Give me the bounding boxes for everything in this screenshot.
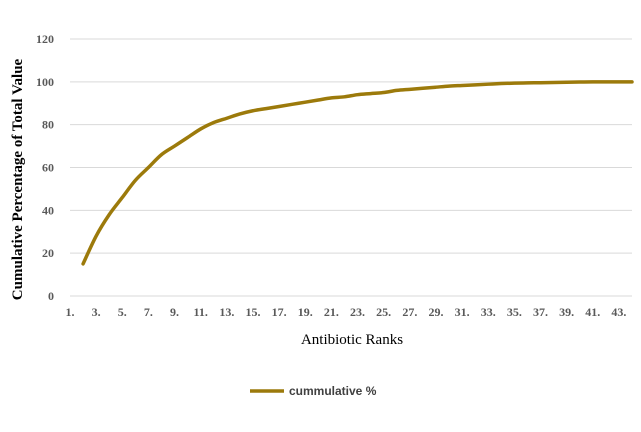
x-tick-label: 21. — [324, 305, 339, 319]
x-tick-label: 3. — [92, 305, 101, 319]
x-tick-label: 15. — [245, 305, 260, 319]
x-tick-label: 5. — [118, 305, 127, 319]
y-axis-title: Cumulative Percentage of Total Value — [10, 58, 26, 300]
x-tick-label: 25. — [376, 305, 391, 319]
y-tick-label: 20 — [42, 246, 54, 260]
x-tick-label: 13. — [219, 305, 234, 319]
x-tick-label: 23. — [350, 305, 365, 319]
x-tick-label: 39. — [559, 305, 574, 319]
y-tick-label: 40 — [42, 203, 54, 217]
x-tick-label: 35. — [507, 305, 522, 319]
x-axis-title: Antibiotic Ranks — [301, 332, 403, 348]
y-tick-label: 120 — [36, 32, 54, 46]
y-tick-label: 100 — [36, 75, 54, 89]
x-tick-label: 41. — [585, 305, 600, 319]
x-tick-label: 19. — [298, 305, 313, 319]
x-tick-label: 7. — [144, 305, 153, 319]
x-tick-label: 29. — [428, 305, 443, 319]
x-tick-label: 1. — [66, 305, 75, 319]
x-tick-labels: 1. 3. 5. 7. 9. 11. 13. 15. 17. 19. 21. 23. 25. 27. 29.… — [66, 305, 627, 319]
x-tick-label: 27. — [402, 305, 417, 319]
legend: cummulative % — [250, 384, 377, 398]
x-tick-label: 9. — [170, 305, 179, 319]
x-tick-label: 11. — [194, 305, 208, 319]
x-tick-label: 37. — [533, 305, 548, 319]
y-tick-label: 0 — [48, 289, 54, 303]
y-tick-label: 60 — [42, 161, 54, 175]
x-tick-label: 17. — [272, 305, 287, 319]
x-tick-label: 43. — [611, 305, 626, 319]
gridlines — [70, 38, 632, 254]
x-tick-label: 31. — [455, 305, 470, 319]
legend-label: cummulative % — [289, 384, 377, 398]
y-tick-label: 80 — [42, 118, 54, 132]
y-tick-labels: 0 20 40 60 80 100 120 — [36, 32, 54, 303]
x-tick-label: 33. — [481, 305, 496, 319]
series-line-cumulative — [81, 80, 634, 266]
